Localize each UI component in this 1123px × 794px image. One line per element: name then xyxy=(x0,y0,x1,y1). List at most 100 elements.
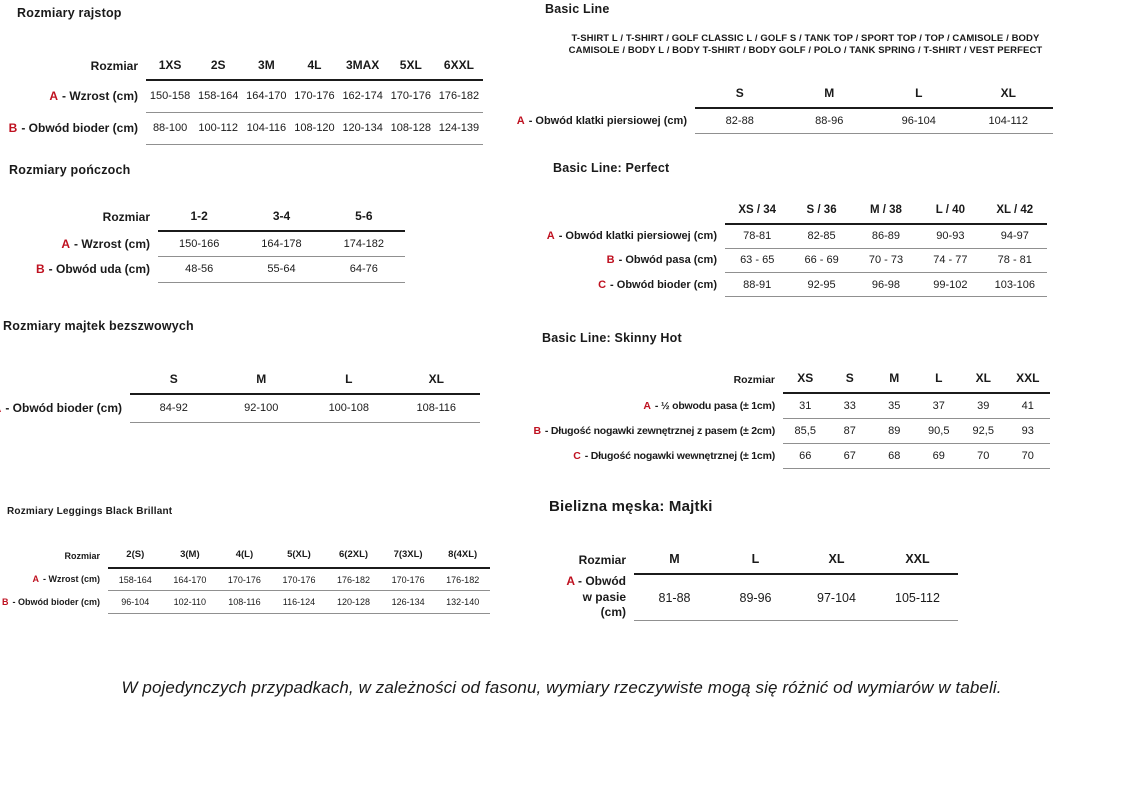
size-value: 170-176 xyxy=(217,568,272,591)
size-value: 162-174 xyxy=(338,80,387,113)
size-header: 3M xyxy=(242,48,291,81)
row-label-cell: A- Wzrost (cm) xyxy=(8,568,108,591)
size-value: 74 - 77 xyxy=(918,248,983,274)
size-header: S xyxy=(130,362,218,395)
size-value: 70 xyxy=(961,443,1006,469)
table-basic-line: S M L XL A - Obwód klatki piersiowej (cm) 82-8… xyxy=(517,78,1053,134)
size-table: Rozmiar XS S M L XL XXL A - ½ obwodu pasa (± 1cm… xyxy=(533,363,1050,469)
row-label-cell: B- Obwód bioder (cm) xyxy=(2,591,108,614)
row-label: B- Obwód bioder (cm) xyxy=(2,597,100,607)
size-value: 86-89 xyxy=(853,224,919,249)
size-value: 35 xyxy=(872,393,917,419)
row-label-text: - ½ obwodu pasa (± 1cm) xyxy=(654,399,775,412)
row-label-cell: B- Obwód pasa (cm) xyxy=(558,248,725,272)
row-label: B- Obwód uda (cm) xyxy=(25,262,150,276)
row-label: B- Obwód pasa (cm) xyxy=(558,254,717,266)
size-value: 150-166 xyxy=(158,231,241,257)
row-label-cell: A - Wzrost (cm) xyxy=(25,231,158,257)
row-label-cell: C- Długość nogawki wewnętrznej (± 1cm) xyxy=(540,443,783,468)
size-header: 1-2 xyxy=(158,200,241,232)
row-letter: A xyxy=(546,230,555,243)
size-header: XXL xyxy=(1005,363,1050,394)
size-value: 69 xyxy=(916,443,961,469)
size-table-body: A - Obwód bioder (cm) 84-9292-100100-10810… xyxy=(0,394,480,423)
row-label: A- ½ obwodu pasa (± 1cm) xyxy=(540,400,775,412)
size-header: M / 38 xyxy=(853,194,919,225)
size-value: 87 xyxy=(827,418,872,444)
size-header: 8(4XL) xyxy=(435,540,490,569)
size-header: L / 40 xyxy=(918,194,983,225)
size-value: 174-182 xyxy=(322,231,405,257)
size-value: 108-116 xyxy=(217,590,272,614)
size-value: 39 xyxy=(961,393,1006,419)
row-label-text: - Wzrost (cm) xyxy=(62,89,138,103)
row-label-cell: A - Obwód bioder (cm) xyxy=(0,394,130,422)
size-header-row: Rozmiar XS S M L XL XXL xyxy=(540,363,1050,394)
row-label: A- Obwód klatki piersiowej (cm) xyxy=(517,115,687,127)
size-table: Rozmiar 1XS 2S 3M 4L 3MAX 5XL 6XXL A - Wzrost (cm… xyxy=(9,48,483,145)
size-value: 41 xyxy=(1005,393,1050,419)
size-value: 176-182 xyxy=(326,568,381,591)
row-letter: A xyxy=(566,574,575,588)
size-header: 2(S) xyxy=(108,540,163,569)
size-header: XXL xyxy=(877,544,958,575)
size-value: 126-134 xyxy=(380,590,436,614)
size-header: 5(XL) xyxy=(271,540,327,569)
size-value: 78 - 81 xyxy=(982,248,1047,274)
size-header: 5XL xyxy=(386,48,435,81)
row-label-cell: A- Obwód w pasie (cm) xyxy=(558,574,634,621)
table-bielizna-meska: Rozmiar M L XL XXL A - Obwód w pasie (cm) 81-88… xyxy=(558,544,958,622)
row-label: A- Wzrost (cm) xyxy=(8,574,101,585)
size-value: 105-112 xyxy=(877,574,958,622)
size-column-label xyxy=(558,194,725,224)
section-title-leggings: Rozmiary Leggings Black Brillant xyxy=(7,506,173,517)
size-value: 92,5 xyxy=(961,418,1006,444)
size-value: 96-104 xyxy=(108,590,163,614)
row-label-cell: A- Obwód klatki piersiowej (cm) xyxy=(517,108,695,133)
row-letter: B xyxy=(606,254,615,267)
size-column-label: Rozmiar xyxy=(90,59,138,73)
row-letter: A xyxy=(49,89,58,103)
row-label-cell: B- Obwód uda (cm) xyxy=(25,257,158,283)
row-label-text: - Obwód bioder (cm) xyxy=(21,121,138,135)
size-table-head: Rozmiar XS S M L XL XXL xyxy=(540,363,1050,394)
size-header-row: Rozmiar 2(S) 3(M) 4(L) 5(XL) 6(2XL) 7(3XL) 8(4X… xyxy=(8,540,490,569)
size-value: 85,5 xyxy=(783,418,828,444)
size-header: 6XXL xyxy=(434,48,483,81)
row-label: A - Wzrost (cm) xyxy=(25,237,150,251)
row-label: A- Obwód klatki piersiowej (cm) xyxy=(547,230,717,242)
size-value: 64-76 xyxy=(322,256,405,283)
row-label-text: - Wzrost (cm) xyxy=(74,236,150,251)
section-title-skinny-hot: Basic Line: Skinny Hot xyxy=(542,331,682,345)
size-value: 93 xyxy=(1005,418,1050,444)
size-header-row: S M L XL xyxy=(8,362,480,395)
row-label-text: - Wzrost (cm) xyxy=(43,574,100,585)
row-label-text: - Obwód bioder (cm) xyxy=(5,401,122,415)
measurement-row: A- Wzrost (cm) 158-164 164-170 170-176 170-1… xyxy=(8,568,490,591)
size-table-body: A- Wzrost (cm) 150-166 164-178 174-182 B - Ob… xyxy=(25,231,405,283)
size-value: 170-176 xyxy=(271,568,327,591)
size-value: 150-158 xyxy=(146,80,195,113)
row-label: A - Wzrost (cm) xyxy=(18,89,138,103)
row-label: B- Długość nogawki zewnętrznej z pasem (… xyxy=(533,424,775,437)
basic-line-product-list: T-SHIRT L / T-SHIRT / GOLF CLASSIC L / G… xyxy=(568,33,1043,57)
row-letter: A xyxy=(61,236,70,251)
size-table-body: A- ½ obwodu pasa (± 1cm) 31 33 35 37 39 41 B - D… xyxy=(533,393,1050,469)
size-header: M xyxy=(784,78,874,109)
row-letter: B xyxy=(8,121,18,135)
row-letter: C xyxy=(598,278,607,291)
measurement-row: A- ½ obwodu pasa (± 1cm) 31 33 35 37 39 41 xyxy=(540,393,1050,419)
row-letter: A xyxy=(32,574,40,585)
row-label-text: - Obwód pasa (cm) xyxy=(618,254,717,267)
size-value: 63 - 65 xyxy=(725,248,790,274)
size-header: 7(3XL) xyxy=(380,540,436,569)
section-title-ponczochy: Rozmiary pończoch xyxy=(9,163,131,177)
size-value: 96-98 xyxy=(853,272,919,298)
size-table-body: A- Wzrost (cm) 158-164 164-170 170-176 170-1… xyxy=(2,568,490,614)
row-label-cell: B- Długość nogawki zewnętrznej z pasem (… xyxy=(533,418,783,443)
size-value: 164-170 xyxy=(242,80,291,113)
section-title-majtki-bezszwowe: Rozmiary majtek bezszwowych xyxy=(3,319,194,333)
size-column-label: Rozmiar xyxy=(102,210,150,224)
row-label-text: - Długość nogawki zewnętrznej z pasem (±… xyxy=(544,424,775,437)
size-value: 104-116 xyxy=(242,112,291,145)
